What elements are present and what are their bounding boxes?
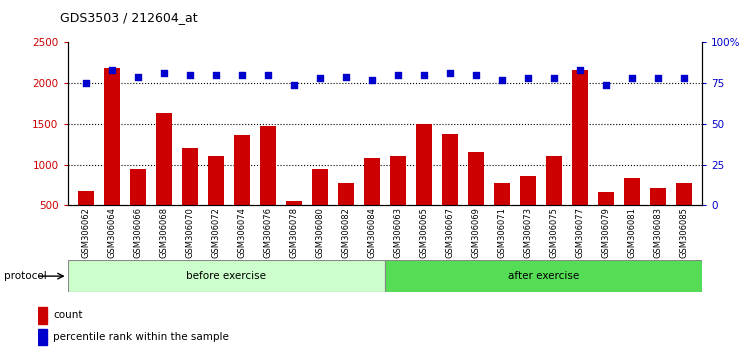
Point <box>314 75 326 81</box>
Point <box>522 75 534 81</box>
Text: before exercise: before exercise <box>186 271 267 281</box>
Point <box>392 72 404 78</box>
Point <box>574 67 586 73</box>
Point <box>678 75 690 81</box>
Bar <box>68 260 385 292</box>
Point <box>132 74 144 80</box>
Point <box>548 75 560 81</box>
Point <box>184 72 196 78</box>
Bar <box>38 329 47 345</box>
Point <box>340 74 352 80</box>
Bar <box>312 169 327 246</box>
Bar <box>364 158 380 246</box>
Bar <box>38 307 47 324</box>
Bar <box>624 178 640 246</box>
Bar <box>494 183 510 246</box>
Point <box>366 77 378 83</box>
Bar <box>442 134 457 246</box>
Text: GDS3503 / 212604_at: GDS3503 / 212604_at <box>60 11 198 24</box>
Bar <box>546 156 562 246</box>
Point <box>470 72 482 78</box>
Bar <box>208 156 224 246</box>
Point <box>158 70 170 76</box>
Bar <box>234 135 249 246</box>
Bar <box>520 176 535 246</box>
Point <box>288 82 300 88</box>
Bar <box>260 126 276 246</box>
Point <box>652 75 664 81</box>
Bar <box>650 188 666 246</box>
Bar <box>598 192 614 246</box>
Bar <box>286 201 302 246</box>
Point <box>626 75 638 81</box>
Bar <box>572 70 588 246</box>
Bar <box>338 183 354 246</box>
Point <box>236 72 248 78</box>
Bar <box>130 170 146 246</box>
Point <box>210 72 222 78</box>
Point <box>418 72 430 78</box>
Point <box>262 72 274 78</box>
Bar <box>385 260 702 292</box>
Point <box>600 82 612 88</box>
Bar <box>104 68 119 246</box>
Bar <box>78 191 94 246</box>
Point <box>496 77 508 83</box>
Bar <box>468 152 484 246</box>
Point <box>80 80 92 86</box>
Bar <box>416 124 432 246</box>
Text: protocol: protocol <box>4 271 47 281</box>
Text: count: count <box>53 310 83 320</box>
Bar <box>676 183 692 246</box>
Bar <box>156 113 172 246</box>
Text: after exercise: after exercise <box>508 271 579 281</box>
Point <box>444 70 456 76</box>
Text: percentile rank within the sample: percentile rank within the sample <box>53 332 229 342</box>
Bar <box>182 148 198 246</box>
Bar <box>390 156 406 246</box>
Point <box>106 67 118 73</box>
